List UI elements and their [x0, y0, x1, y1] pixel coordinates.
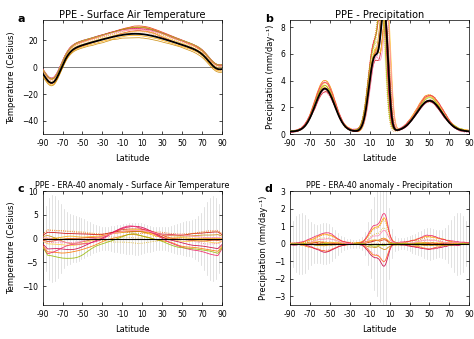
Text: a: a — [18, 14, 25, 23]
Y-axis label: Temperature (Celsius): Temperature (Celsius) — [7, 31, 16, 124]
X-axis label: Latitude: Latitude — [115, 324, 150, 334]
Text: c: c — [18, 184, 24, 194]
X-axis label: Latitude: Latitude — [115, 154, 150, 163]
Title: PPE - ERA-40 anomaly - Precipitation: PPE - ERA-40 anomaly - Precipitation — [306, 181, 453, 191]
Y-axis label: Precipitation (mm/day⁻¹): Precipitation (mm/day⁻¹) — [259, 196, 268, 300]
Text: b: b — [265, 14, 273, 23]
X-axis label: Latitude: Latitude — [362, 154, 397, 163]
Title: PPE - ERA-40 anomaly - Surface Air Temperature: PPE - ERA-40 anomaly - Surface Air Tempe… — [35, 181, 229, 191]
Y-axis label: Precipitation (mm/day⁻¹): Precipitation (mm/day⁻¹) — [266, 25, 275, 129]
Y-axis label: Temperature (Celsius): Temperature (Celsius) — [7, 202, 16, 295]
Title: PPE - Surface Air Temperature: PPE - Surface Air Temperature — [59, 9, 206, 20]
Text: d: d — [265, 184, 273, 194]
X-axis label: Latitude: Latitude — [362, 324, 397, 334]
Title: PPE - Precipitation: PPE - Precipitation — [335, 9, 424, 20]
